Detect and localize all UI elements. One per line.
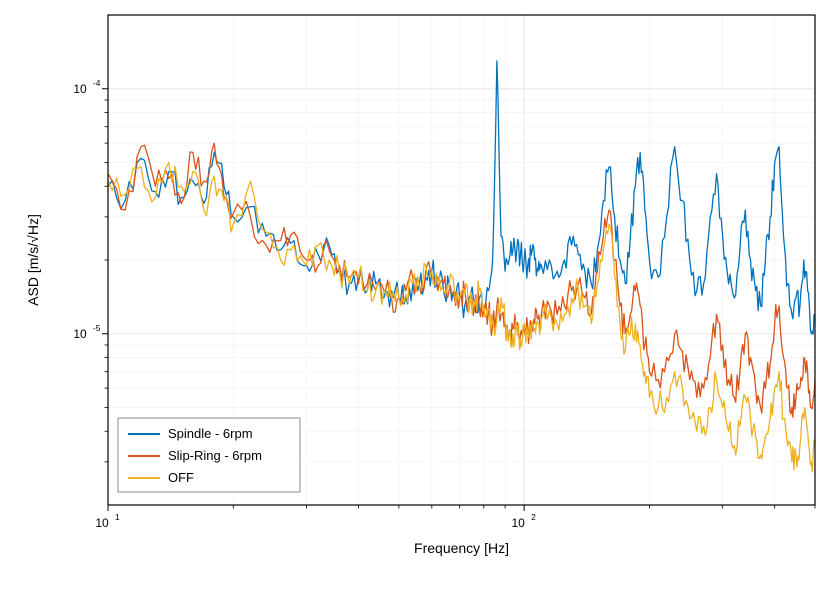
svg-text:-4: -4 (93, 78, 101, 88)
svg-text:1: 1 (115, 512, 120, 522)
legend-item-label: OFF (168, 470, 194, 485)
legend-item-label: Slip-Ring - 6rpm (168, 448, 262, 463)
y-axis-label: ASD [m/s/√Hz] (25, 214, 41, 306)
svg-text:-5: -5 (93, 323, 101, 333)
svg-text:10: 10 (511, 516, 525, 530)
chart-container: 10 1 10 2 10 -5 10 -4 Frequency [Hz] ASD [m/s/√Hz… (0, 0, 830, 590)
svg-text:2: 2 (531, 512, 536, 522)
svg-text:10: 10 (73, 82, 87, 96)
chart-svg: 10 1 10 2 10 -5 10 -4 Frequency [Hz] ASD [m/s/√Hz… (0, 0, 830, 590)
legend-item-label: Spindle - 6rpm (168, 426, 253, 441)
svg-text:10: 10 (73, 327, 87, 341)
x-axis-label: Frequency [Hz] (414, 540, 509, 556)
legend: Spindle - 6rpm Slip-Ring - 6rpm OFF (118, 418, 300, 492)
svg-text:10: 10 (95, 516, 109, 530)
